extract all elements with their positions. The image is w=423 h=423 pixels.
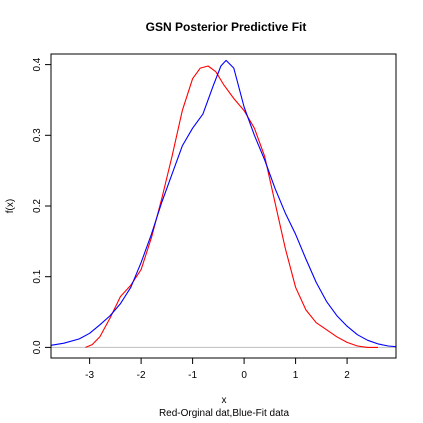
x-tick-label: -2 [137, 370, 146, 381]
y-tick-label: 0.1 [32, 269, 43, 283]
x-axis-label: x [222, 395, 227, 406]
series-line-1 [50, 59, 397, 348]
chart-caption: Red-Orginal dat,Blue-Fit data [159, 408, 290, 419]
x-tick-label: -1 [188, 370, 197, 381]
y-tick-label: 0.2 [32, 199, 43, 213]
axis-layer: -3 -2 -1 0 1 2 0.0 0.1 0.2 0.3 0.4 [32, 57, 350, 381]
y-tick-label: 0.3 [32, 128, 43, 142]
series-layer [50, 59, 397, 348]
series-line-0 [85, 65, 378, 348]
x-tick-label: -3 [85, 370, 94, 381]
x-tick-label: 2 [344, 370, 350, 381]
y-tick-label: 0.0 [32, 340, 43, 354]
x-tick-label: 0 [241, 370, 247, 381]
plot-frame [50, 53, 397, 359]
y-axis-label: f(x) [5, 199, 16, 213]
y-tick-label: 0.4 [32, 57, 43, 71]
x-tick-label: 1 [293, 370, 299, 381]
chart-title: GSN Posterior Predictive Fit [146, 20, 307, 34]
